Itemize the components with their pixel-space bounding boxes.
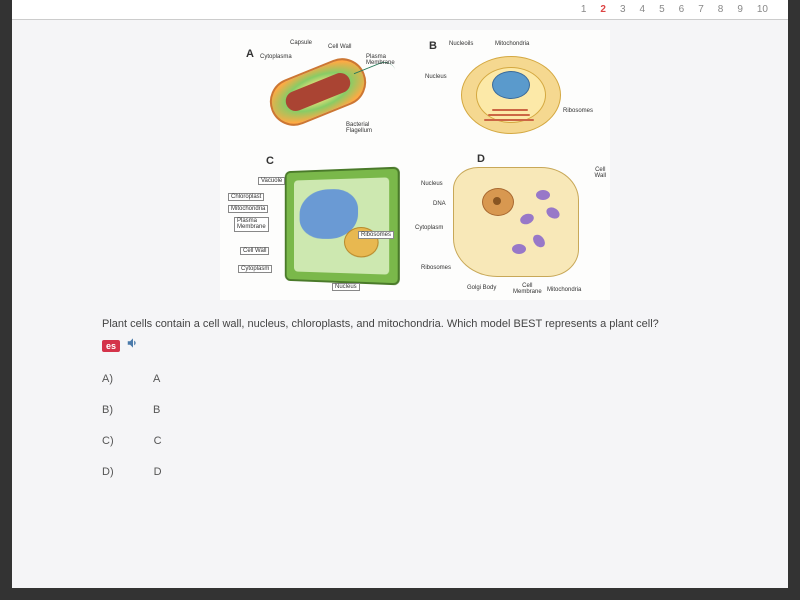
panel-a: A Capsule Cell Wall Cytoplasma Plasma Me… (220, 30, 415, 153)
label-nucleus-d: Nucleus (421, 181, 443, 187)
label-nucleus-b: Nucleus (425, 74, 447, 80)
answer-key-d: D) (102, 466, 114, 478)
bacterium-graphic (263, 51, 374, 133)
panel-a-letter: A (246, 48, 254, 60)
language-badge[interactable]: es (102, 340, 120, 352)
label-mitochondria-c: Mitochondria (228, 205, 268, 213)
answer-key-c: C) (102, 435, 114, 447)
label-mitochondria-d: Mitochondria (547, 287, 581, 293)
page-num-8[interactable]: 8 (718, 4, 724, 15)
label-cytoplasm-d: Cytoplasm (415, 225, 443, 231)
label-nucleus-c: Nucleus (332, 283, 360, 291)
answer-list: A) A B) B C) C D) D (102, 373, 728, 478)
label-mitochondria-b: Mitochondria (495, 41, 529, 47)
label-chloroplast: Chloroplast (228, 193, 264, 201)
audio-controls: es (102, 336, 728, 355)
label-capsule: Capsule (290, 40, 312, 46)
answer-key-a: A) (102, 373, 113, 385)
panel-b: B Nucleoils Mitochondria Nucleus Ribosom… (415, 30, 610, 153)
label-bacterial-flagellum: Bacterial Flagellum (346, 122, 372, 134)
answer-val-d: D (154, 466, 162, 478)
label-golgi-body: Golgi Body (467, 285, 496, 291)
label-ribosomes-d: Ribosomes (421, 265, 451, 271)
label-vacuole: Vacuole (258, 177, 285, 185)
panel-c: C Vacuole Chloroplast Mitochondria Plasm… (220, 153, 415, 300)
label-cell-wall-a: Cell Wall (328, 44, 351, 50)
label-cell-wall-d: Cell Wall (595, 167, 606, 179)
answer-val-b: B (153, 404, 160, 416)
label-cytoplasm-c: Cytoplasm (238, 265, 272, 273)
monitor-frame: 1 2 3 4 5 6 7 8 9 10 A Capsule Cell Wall… (0, 0, 800, 600)
answer-b[interactable]: B) B (102, 404, 728, 416)
page-num-2[interactable]: 2 (600, 4, 606, 15)
panel-d-letter: D (477, 153, 485, 165)
animal-cell-d-graphic (453, 167, 579, 277)
plant-cell-graphic (285, 166, 400, 285)
label-ribosomes-b: Ribosomes (563, 108, 593, 114)
page-num-3[interactable]: 3 (620, 4, 626, 15)
page-navigator: 1 2 3 4 5 6 7 8 9 10 (12, 0, 788, 20)
page-num-10[interactable]: 10 (757, 4, 768, 15)
label-cytoplasma: Cytoplasma (260, 54, 292, 60)
panel-c-letter: C (266, 155, 274, 167)
panel-d: D Cell Wall Nucleus DNA Cytoplasm Riboso… (415, 153, 610, 300)
answer-key-b: B) (102, 404, 113, 416)
answer-a[interactable]: A) A (102, 373, 728, 385)
page-num-1[interactable]: 1 (581, 4, 587, 15)
question-text: Plant cells contain a cell wall, nucleus… (102, 318, 728, 330)
speaker-icon[interactable] (126, 336, 140, 355)
panel-b-letter: B (429, 40, 437, 52)
label-nucleoils: Nucleoils (449, 41, 473, 47)
label-dna: DNA (433, 201, 446, 207)
answer-c[interactable]: C) C (102, 435, 728, 447)
page-num-9[interactable]: 9 (737, 4, 743, 15)
content-area: A Capsule Cell Wall Cytoplasma Plasma Me… (12, 20, 788, 588)
label-ribosomes-c: Ribosomes (358, 231, 394, 239)
cell-diagram: A Capsule Cell Wall Cytoplasma Plasma Me… (220, 30, 610, 300)
page-num-7[interactable]: 7 (698, 4, 704, 15)
answer-val-a: A (153, 373, 160, 385)
page-num-6[interactable]: 6 (679, 4, 685, 15)
animal-cell-b-graphic (461, 56, 561, 134)
label-plasma-membrane-c: Plasma Membrane (234, 217, 269, 232)
answer-d[interactable]: D) D (102, 466, 728, 478)
answer-val-c: C (154, 435, 162, 447)
label-plasma-membrane-a: Plasma Membrane (366, 54, 395, 66)
label-cell-membrane: Cell Membrane (513, 283, 542, 295)
page-num-4[interactable]: 4 (640, 4, 646, 15)
page-num-5[interactable]: 5 (659, 4, 665, 15)
label-cell-wall-c: Cell Wall (240, 247, 269, 255)
